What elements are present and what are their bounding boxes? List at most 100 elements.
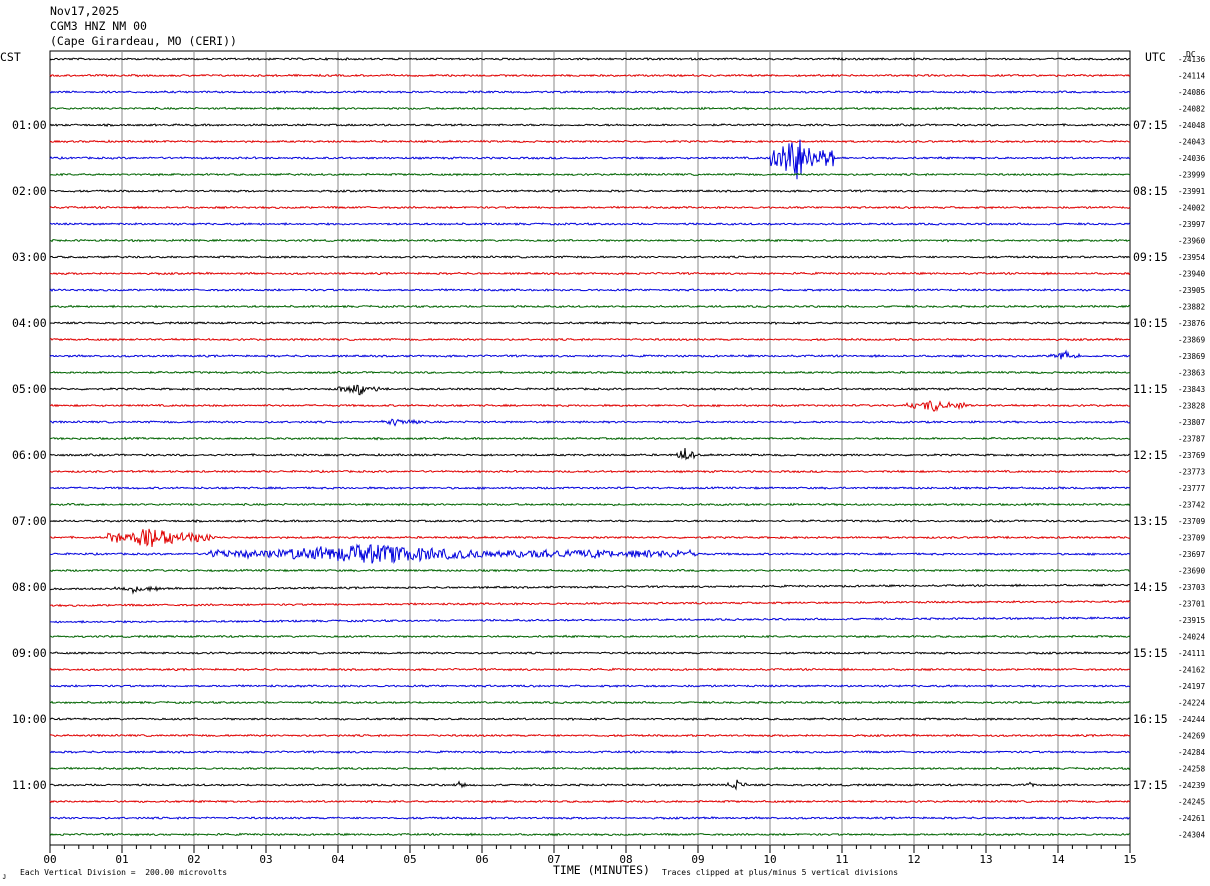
seismic-trace [49, 370, 1131, 375]
seismic-trace [49, 684, 1131, 688]
right-timezone-label: UTC [1145, 50, 1166, 64]
seismic-trace [49, 700, 1131, 705]
right-hour-label: 08:15 [1133, 184, 1168, 198]
right-hour-label: 15:15 [1133, 646, 1168, 660]
x-tick-label: 03 [259, 853, 272, 866]
dc-offset-label: -23777 [1178, 484, 1205, 493]
dc-offset-label: -23991 [1178, 187, 1205, 196]
dc-offset-label: -23701 [1178, 600, 1205, 609]
right-hour-label: 12:15 [1133, 448, 1168, 462]
dc-offset-label: -24224 [1178, 699, 1206, 708]
station-label: CGM3 HNZ NM 00 [50, 19, 147, 33]
dc-offset-label: -23940 [1178, 270, 1206, 279]
right-hour-label: 11:15 [1133, 382, 1168, 396]
dc-offset-label: -23787 [1178, 435, 1205, 444]
seismic-trace [49, 123, 1131, 128]
seismic-trace [49, 384, 1131, 396]
dc-offset-label: -24261 [1178, 814, 1205, 823]
x-tick-label: 05 [403, 853, 416, 866]
seismic-trace [49, 749, 1131, 755]
seismic-trace [49, 568, 1131, 573]
seismic-trace [49, 172, 1131, 177]
left-hour-label: 10:00 [12, 712, 47, 726]
x-tick-label: 13 [979, 853, 992, 866]
seismic-trace [49, 779, 1131, 791]
seismic-trace [49, 599, 1131, 608]
seismic-trace [49, 502, 1131, 507]
x-tick-label: 04 [331, 853, 345, 866]
seismic-trace [49, 400, 1131, 412]
seismic-trace [49, 106, 1130, 111]
seismic-trace [49, 418, 1131, 427]
right-hour-label: 09:15 [1133, 250, 1168, 264]
right-hour-label: 17:15 [1133, 778, 1168, 792]
seismic-trace [49, 205, 1131, 210]
dc-offset-label: -24082 [1178, 105, 1205, 114]
x-tick-label: 14 [1051, 853, 1065, 866]
dc-offset-label: -23773 [1178, 468, 1205, 477]
seismic-trace [49, 799, 1131, 804]
dc-offset-label: -23869 [1178, 336, 1205, 345]
plot-frame [49, 50, 1131, 846]
seismic-trace [49, 321, 1130, 325]
seismic-trace [49, 288, 1131, 292]
x-tick-label: 11 [835, 853, 848, 866]
left-hour-label: 03:00 [12, 250, 47, 264]
x-axis-title: TIME (MINUTES) [553, 863, 650, 877]
seismic-trace [49, 616, 1131, 624]
x-tick-label: 09 [691, 853, 704, 866]
dc-offset-label: -24111 [1178, 649, 1205, 658]
seismic-trace [49, 189, 1131, 194]
dc-offset-label: -23999 [1178, 171, 1205, 180]
left-hour-label: 02:00 [12, 184, 47, 198]
dc-offset-label: -23869 [1178, 352, 1205, 361]
dc-offset-label: -24244 [1178, 715, 1206, 724]
location-label: (Cape Girardeau, MO (CERI)) [50, 34, 237, 48]
seismic-trace [49, 90, 1131, 94]
right-hour-label: 14:15 [1133, 580, 1168, 594]
dc-offset-label: -23703 [1178, 583, 1205, 592]
left-hour-label: 01:00 [12, 118, 47, 132]
x-tick-label: 00 [43, 853, 56, 866]
seismic-trace [49, 766, 1131, 771]
dc-offset-label: -23843 [1178, 385, 1205, 394]
seismic-trace [49, 56, 1131, 61]
seismic-trace [49, 349, 1131, 360]
dc-offset-label: -24024 [1178, 633, 1206, 642]
seismic-trace [49, 139, 1130, 180]
dc-offset-label: -24197 [1178, 682, 1205, 691]
right-hour-label: 10:15 [1133, 316, 1168, 330]
left-timezone-label: CST [0, 50, 21, 64]
seismic-trace [49, 304, 1131, 309]
x-tick-label: 07 [547, 853, 560, 866]
seismic-trace [49, 139, 1131, 144]
seismic-trace [49, 486, 1131, 490]
dc-offset-header: DC [1186, 50, 1196, 59]
dc-offset-label: -23915 [1178, 616, 1205, 625]
seismic-trace [49, 447, 1131, 461]
left-hour-label: 04:00 [12, 316, 47, 330]
scale-note: Each Vertical Division = 200.00 microvol… [20, 868, 228, 877]
x-tick-label: 02 [187, 853, 200, 866]
seismic-trace [49, 634, 1131, 639]
dc-offset-label: -24284 [1178, 748, 1206, 757]
x-tick-label: 06 [475, 853, 488, 866]
dc-offset-label: -24086 [1178, 88, 1206, 97]
seismic-trace [50, 543, 1131, 565]
x-tick-label: 10 [763, 853, 776, 866]
seismic-trace [49, 222, 1131, 226]
left-hour-label: 05:00 [12, 382, 47, 396]
dc-offset-label: -23905 [1178, 286, 1205, 295]
dc-offset-label: -24048 [1178, 121, 1206, 130]
seismic-trace [49, 832, 1131, 837]
corner-mark: ᴊ [2, 872, 7, 881]
dc-offset-label: -23876 [1178, 319, 1206, 328]
seismic-trace [49, 651, 1131, 656]
dc-offset-label: -24239 [1178, 781, 1205, 790]
seismic-trace [49, 73, 1131, 78]
dc-offset-label: -23960 [1178, 237, 1206, 246]
seismic-trace [49, 337, 1131, 342]
clip-note: Traces clipped at plus/minus 5 vertical … [662, 868, 899, 877]
dc-offset-label: -23769 [1178, 451, 1205, 460]
